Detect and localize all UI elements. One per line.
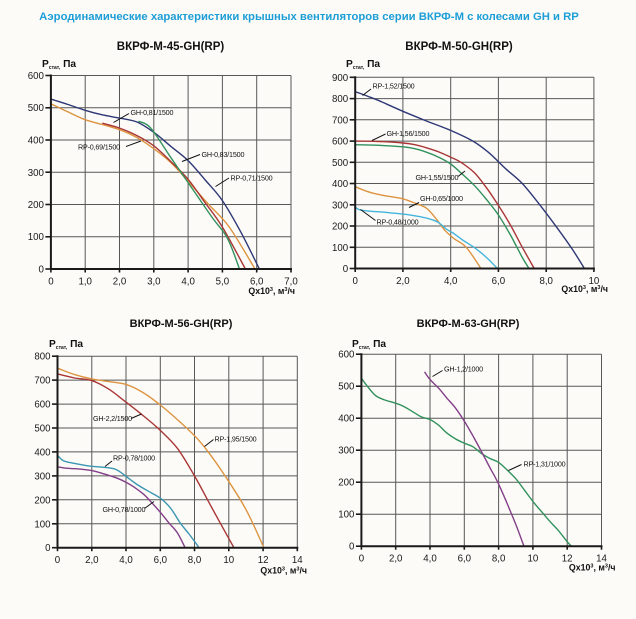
svg-text:300: 300 — [34, 471, 51, 482]
svg-text:ВКРФ-М-50-GH(RP): ВКРФ-М-50-GH(RP) — [405, 41, 513, 53]
svg-text:600: 600 — [28, 71, 45, 82]
svg-text:ВКРФ-М-45-GH(RP): ВКРФ-М-45-GH(RP) — [117, 41, 225, 53]
svg-text:100: 100 — [28, 232, 45, 243]
svg-text:14: 14 — [596, 554, 607, 565]
svg-text:300: 300 — [332, 200, 349, 211]
svg-text:4,0: 4,0 — [423, 554, 437, 565]
svg-text:ВКРФ-М-56-GH(RP): ВКРФ-М-56-GH(RP) — [130, 318, 233, 330]
svg-text:400: 400 — [28, 136, 45, 147]
svg-text:0: 0 — [45, 543, 51, 554]
svg-text:RP-0,48/1000: RP-0,48/1000 — [377, 218, 419, 227]
svg-text:14: 14 — [292, 555, 303, 566]
svg-text:400: 400 — [338, 414, 355, 425]
svg-text:600: 600 — [332, 137, 349, 148]
svg-text:3,0: 3,0 — [147, 277, 161, 288]
svg-text:4,0: 4,0 — [119, 555, 133, 566]
svg-text:GH-0,83/1500: GH-0,83/1500 — [202, 150, 245, 159]
svg-text:Qх103, м3/ч: Qх103, м3/ч — [569, 563, 616, 573]
svg-text:6,0: 6,0 — [250, 277, 264, 288]
svg-text:1,0: 1,0 — [78, 277, 92, 288]
svg-text:7,0: 7,0 — [284, 277, 298, 288]
svg-text:0: 0 — [39, 265, 45, 276]
svg-text:RP-1,31/1000: RP-1,31/1000 — [524, 460, 566, 469]
svg-text:4,0: 4,0 — [181, 277, 195, 288]
svg-text:100: 100 — [34, 519, 51, 530]
svg-text:300: 300 — [338, 446, 355, 457]
svg-text:500: 500 — [332, 158, 349, 169]
svg-text:RP-0,69/1500: RP-0,69/1500 — [78, 143, 120, 152]
svg-text:400: 400 — [34, 447, 51, 458]
svg-text:6,0: 6,0 — [154, 555, 168, 566]
svg-text:0: 0 — [359, 554, 365, 565]
svg-text:0: 0 — [353, 276, 359, 287]
svg-text:800: 800 — [34, 352, 51, 363]
svg-text:700: 700 — [332, 115, 349, 126]
svg-text:800: 800 — [332, 94, 349, 105]
svg-text:0: 0 — [55, 555, 61, 566]
svg-text:600: 600 — [34, 400, 51, 411]
svg-text:Аэродинамические характеристик: Аэродинамические характеристики крышных … — [39, 11, 579, 23]
svg-text:200: 200 — [34, 495, 51, 506]
svg-text:GH-0,65/1000: GH-0,65/1000 — [420, 194, 463, 203]
svg-text:700: 700 — [34, 376, 51, 387]
svg-text:200: 200 — [28, 200, 45, 211]
svg-text:2,0: 2,0 — [113, 277, 127, 288]
svg-text:GH-1,55/1500: GH-1,55/1500 — [416, 173, 459, 182]
svg-text:5,0: 5,0 — [216, 277, 230, 288]
svg-text:8,0: 8,0 — [539, 276, 553, 287]
svg-text:500: 500 — [28, 103, 45, 114]
svg-text:0: 0 — [48, 277, 54, 288]
svg-text:RP-0,71/1500: RP-0,71/1500 — [231, 174, 273, 183]
svg-text:100: 100 — [332, 243, 349, 254]
svg-text:200: 200 — [338, 478, 355, 489]
svg-text:500: 500 — [34, 424, 51, 435]
svg-text:300: 300 — [28, 168, 45, 179]
svg-text:8,0: 8,0 — [188, 555, 202, 566]
svg-text:600: 600 — [338, 350, 355, 361]
svg-text:10: 10 — [589, 276, 600, 287]
svg-text:GH-1,2/1000: GH-1,2/1000 — [444, 365, 483, 374]
svg-text:0: 0 — [343, 264, 349, 275]
svg-text:900: 900 — [332, 73, 349, 84]
svg-text:RP-1,52/1500: RP-1,52/1500 — [373, 82, 415, 91]
svg-text:2,0: 2,0 — [85, 555, 99, 566]
svg-text:12: 12 — [258, 555, 269, 566]
svg-text:GH-2,2/1500: GH-2,2/1500 — [93, 414, 132, 423]
svg-text:500: 500 — [338, 382, 355, 393]
svg-text:10: 10 — [223, 555, 234, 566]
svg-text:400: 400 — [332, 179, 349, 190]
svg-text:100: 100 — [338, 510, 355, 521]
svg-text:ВКРФ-М-63-GH(RP): ВКРФ-М-63-GH(RP) — [417, 318, 520, 330]
svg-text:GH-1,56/1500: GH-1,56/1500 — [387, 129, 430, 138]
svg-text:Qх103, м3/ч: Qх103, м3/ч — [248, 286, 295, 296]
svg-text:12: 12 — [562, 554, 573, 565]
svg-text:10: 10 — [528, 554, 539, 565]
svg-text:GH-0,81/1500: GH-0,81/1500 — [131, 108, 174, 117]
svg-text:RP-1,95/1500: RP-1,95/1500 — [215, 435, 257, 444]
svg-text:6,0: 6,0 — [492, 276, 506, 287]
svg-text:GH-0,78/1000: GH-0,78/1000 — [103, 505, 146, 514]
svg-text:2,0: 2,0 — [396, 276, 410, 287]
svg-text:RP-0,78/1000: RP-0,78/1000 — [113, 454, 155, 463]
svg-text:0: 0 — [349, 542, 355, 553]
svg-text:2,0: 2,0 — [389, 554, 403, 565]
svg-text:200: 200 — [332, 222, 349, 233]
svg-text:8,0: 8,0 — [492, 554, 506, 565]
svg-text:Qх103, м3/ч: Qх103, м3/ч — [260, 566, 307, 576]
svg-text:4,0: 4,0 — [444, 276, 458, 287]
svg-text:6,0: 6,0 — [458, 554, 472, 565]
svg-text:Qх103, м3/ч: Qх103, м3/ч — [561, 284, 608, 294]
